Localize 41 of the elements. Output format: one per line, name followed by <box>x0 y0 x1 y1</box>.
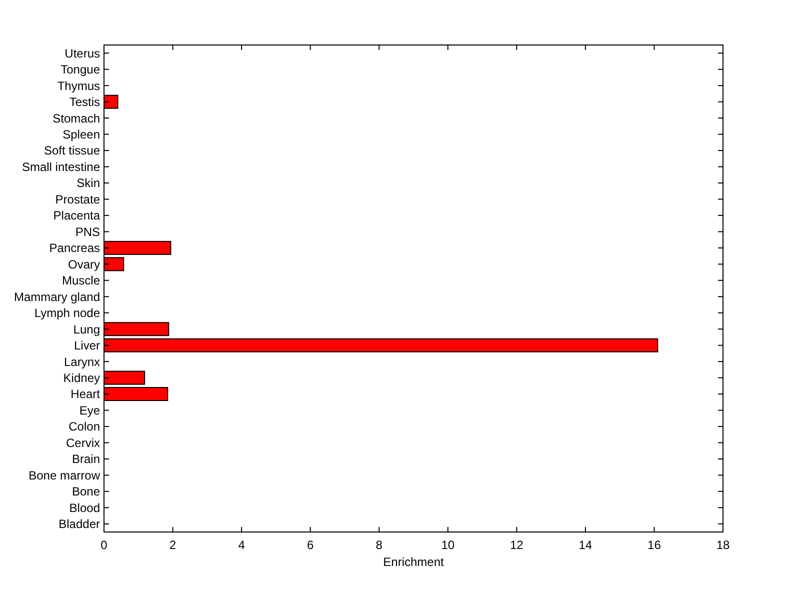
x-tick-label: 8 <box>376 538 383 552</box>
y-tick-label: Testis <box>69 95 100 110</box>
y-tick-label: Cervix <box>66 436 100 450</box>
y-tick-label: Blood <box>69 500 100 515</box>
y-tick-label: Prostate <box>55 192 100 206</box>
y-tick-label: Eye <box>79 403 100 418</box>
x-tick-label: 14 <box>578 538 592 552</box>
y-tick-label: Brain <box>72 452 100 466</box>
x-tick-label: 6 <box>306 538 314 552</box>
y-tick-label: PNS <box>75 224 100 239</box>
y-tick-label: Lung <box>73 322 100 336</box>
y-tick-label: Skin <box>76 176 100 190</box>
y-tick-label: Soft tissue <box>44 144 100 158</box>
y-tick-label: Bladder <box>58 517 100 532</box>
y-tick-label: Muscle <box>62 274 100 288</box>
y-tick-label: Ovary <box>68 257 100 272</box>
x-tick-label: 10 <box>441 538 455 552</box>
x-axis-title: Enrichment <box>383 555 445 569</box>
y-tick-label: Bone <box>72 484 100 499</box>
y-tick-label: Pancreas <box>49 241 100 256</box>
x-tick-label: 4 <box>238 538 246 552</box>
y-tick-label: Colon <box>68 420 100 434</box>
x-tick-label: 2 <box>169 538 176 552</box>
y-tick-label: Placenta <box>53 208 100 223</box>
y-tick-label: Tongue <box>60 62 100 77</box>
y-tick-label: Bone marrow <box>28 468 100 482</box>
y-tick-label: Kidney <box>63 370 100 385</box>
y-tick-label: Larynx <box>64 354 100 369</box>
x-tick-label: 18 <box>716 538 730 552</box>
x-tick-label: 12 <box>510 538 524 552</box>
y-tick-label: Heart <box>70 387 101 402</box>
y-tick-label: Uterus <box>64 46 100 60</box>
y-tick-label: Small intestine <box>22 160 100 174</box>
y-tick-label: Stomach <box>52 111 100 126</box>
x-tick-label: 16 <box>648 538 662 552</box>
y-tick-label: Liver <box>74 338 100 353</box>
y-tick-label: Lymph node <box>34 306 100 320</box>
y-tick-label: Spleen <box>62 127 100 142</box>
x-tick-label: 0 <box>100 538 108 552</box>
y-tick-label: Mammary gland <box>14 290 100 304</box>
y-tick-label: Thymus <box>57 78 100 93</box>
